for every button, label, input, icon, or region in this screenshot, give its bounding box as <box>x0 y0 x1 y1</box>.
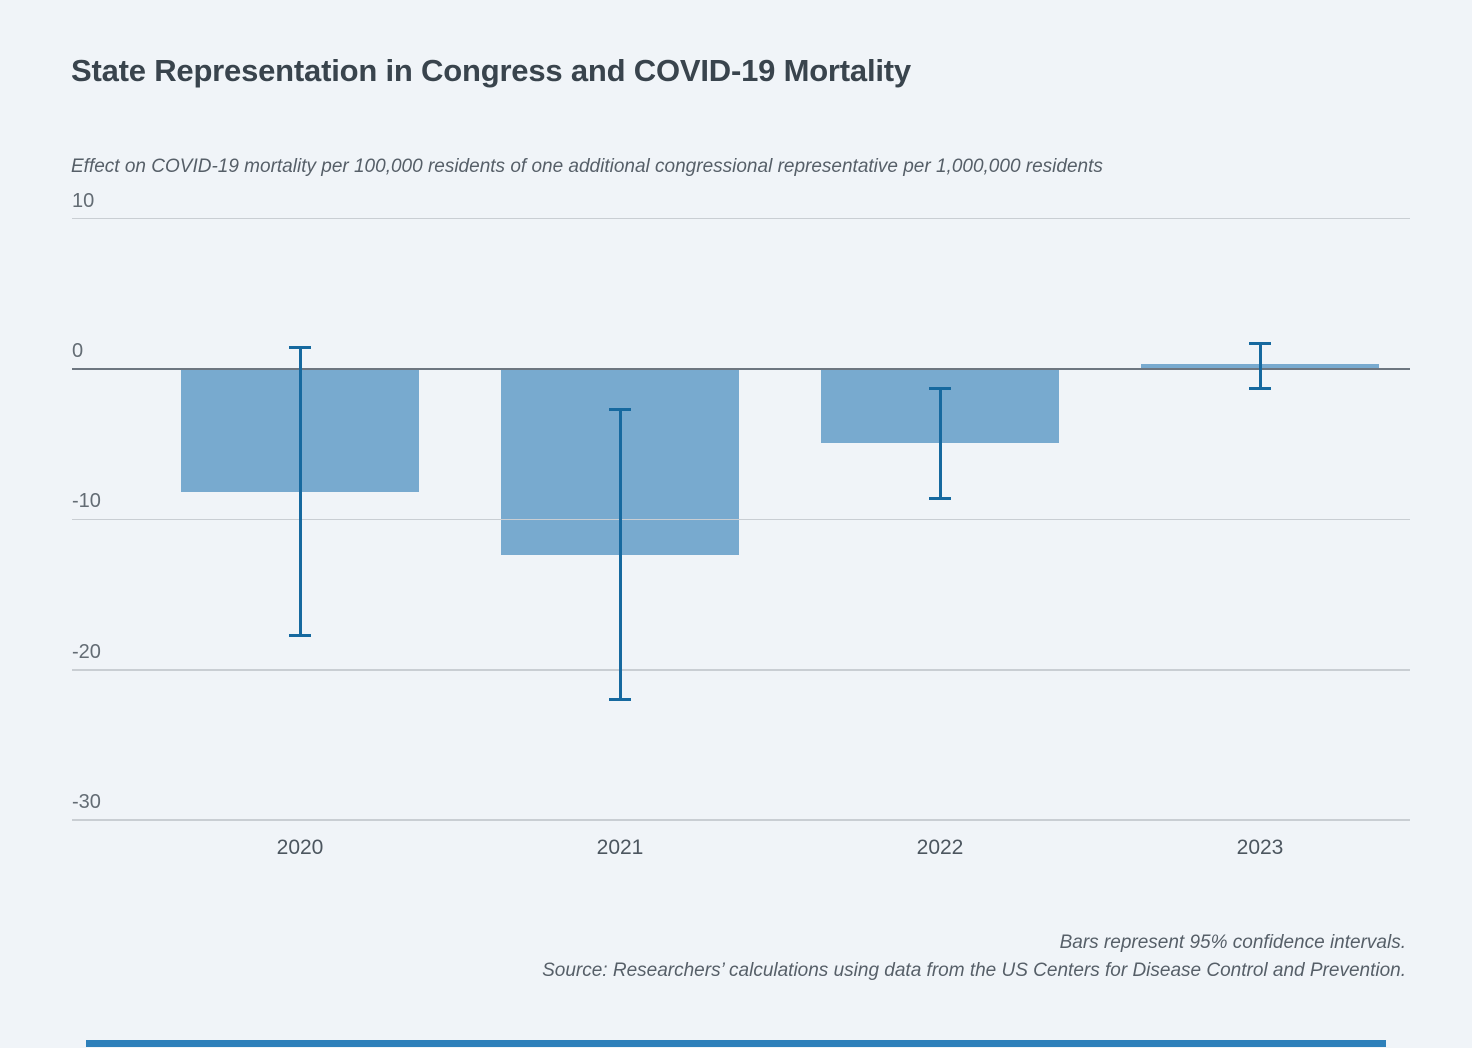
error-bar-cap-bottom-2022 <box>929 496 951 500</box>
error-bar-cap-top-2022 <box>929 387 951 391</box>
y-tick-label: 10 <box>72 189 95 212</box>
error-bar-cap-bottom-2023 <box>1249 387 1271 391</box>
gridline <box>72 669 1410 671</box>
x-axis-label-2023: 2023 <box>1236 836 1284 859</box>
chart-subtitle: Effect on COVID-19 mortality per 100,000… <box>71 156 1103 177</box>
brand-accent-bar <box>86 1040 1386 1047</box>
gridline <box>72 518 1410 521</box>
chart-notes: Bars represent 95% confidence intervals.… <box>542 929 1406 985</box>
confidence-note: Bars represent 95% confidence intervals. <box>1059 932 1406 953</box>
error-bar-line-2020 <box>298 347 302 636</box>
chart-title: State Representation in Congress and COV… <box>71 53 911 88</box>
source-note: Source: Researchers’ calculations using … <box>542 960 1406 981</box>
error-bar-cap-bottom-2020 <box>289 633 311 637</box>
error-bar-line-2022 <box>938 388 942 499</box>
x-axis-label-2020: 2020 <box>276 836 324 859</box>
x-axis-label-2022: 2022 <box>916 836 964 859</box>
error-bar-cap-top-2020 <box>289 346 311 350</box>
zero-axis-line <box>72 367 1410 371</box>
error-bar-cap-bottom-2021 <box>609 698 631 702</box>
gridline <box>72 217 1410 220</box>
error-bar-line-2023 <box>1258 343 1262 389</box>
error-bar-line-2021 <box>618 409 622 700</box>
y-tick-label: -20 <box>72 640 101 663</box>
y-tick-label: 0 <box>72 340 84 362</box>
x-axis-label-2021: 2021 <box>596 836 644 859</box>
error-bar-cap-top-2021 <box>609 408 631 412</box>
gridline <box>72 819 1410 821</box>
error-bar-cap-top-2023 <box>1249 341 1271 345</box>
y-tick-label: -10 <box>72 490 101 513</box>
y-tick-label: -30 <box>72 791 101 814</box>
